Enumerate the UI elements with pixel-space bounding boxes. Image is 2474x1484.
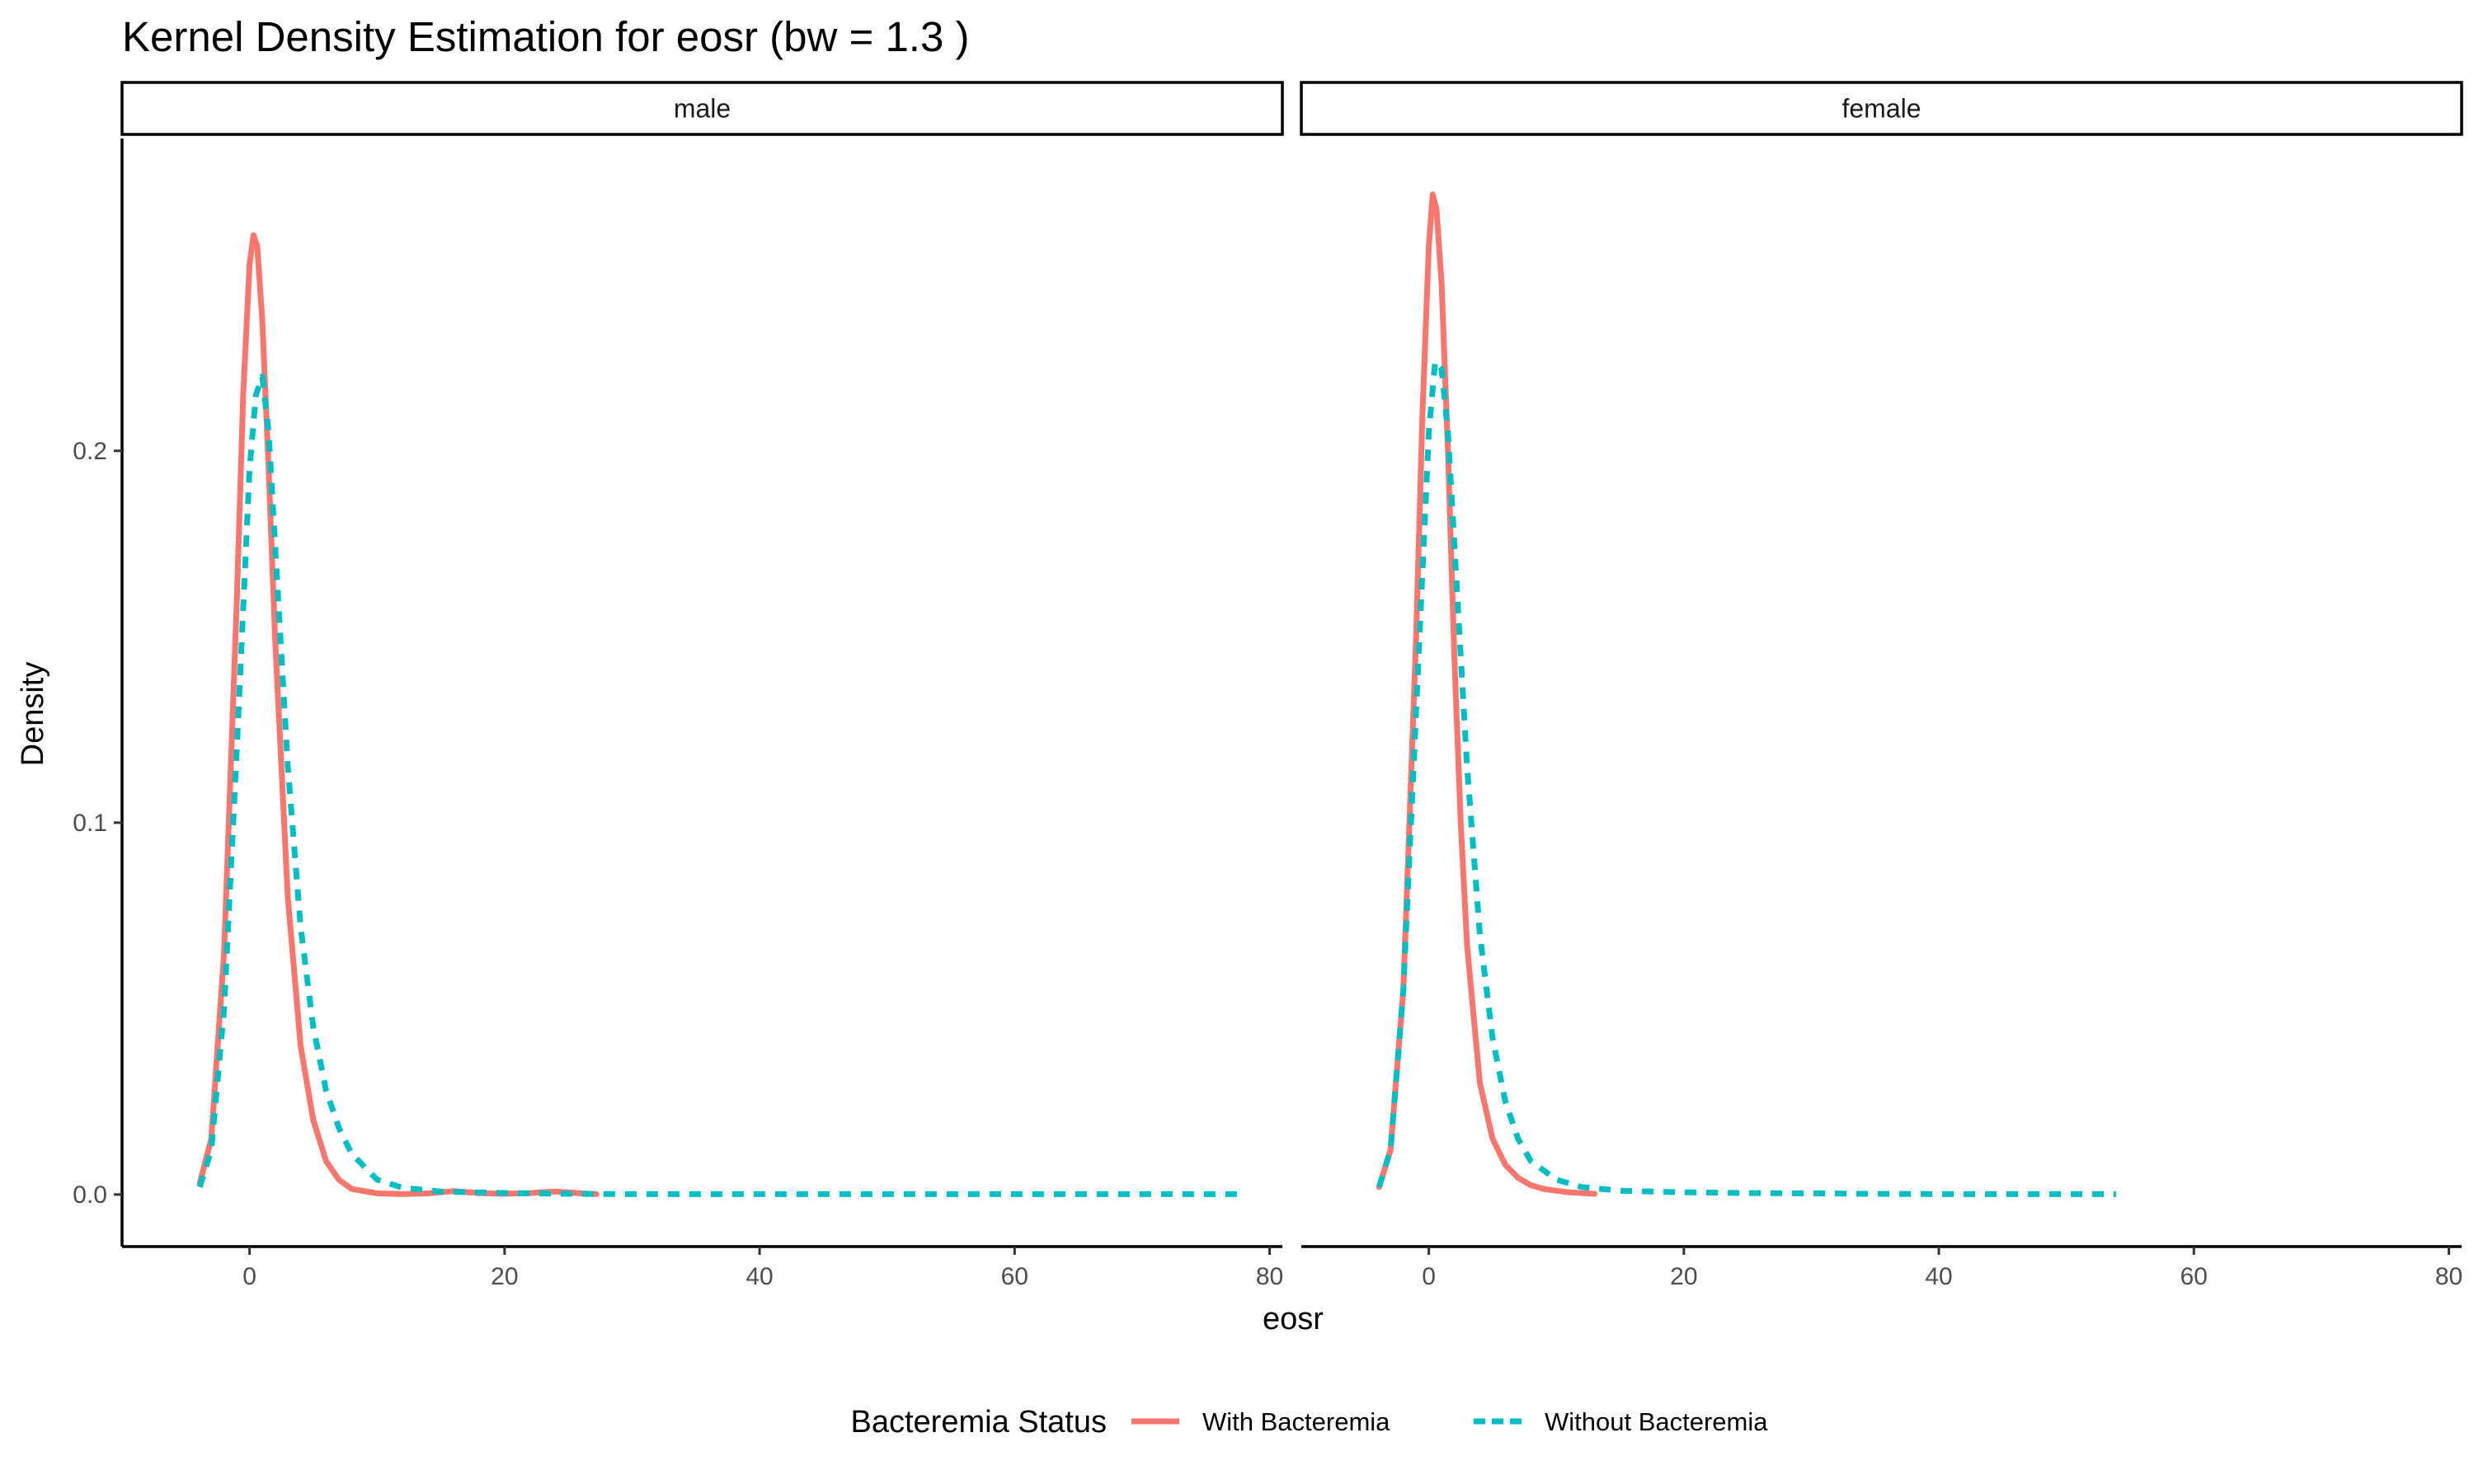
x-tick-label: 80 [1256, 1263, 1283, 1290]
x-tick-label: 20 [1670, 1263, 1697, 1290]
facet-strip-label: male [674, 94, 731, 124]
y-axis-title: Density [16, 662, 50, 767]
chart-title: Kernel Density Estimation for eosr (bw =… [122, 13, 970, 60]
y-tick-label: 0.1 [73, 810, 107, 837]
legend-entry: Without Bacteremia [1474, 1407, 1768, 1436]
facet-panel-female: female 0 20 40 60 80 [1300, 81, 2463, 1290]
y-tick-label: 0.2 [73, 438, 107, 465]
legend-label: Without Bacteremia [1545, 1407, 1768, 1436]
y-tick-label: 0.0 [73, 1181, 107, 1209]
x-tick-label: 40 [745, 1263, 773, 1290]
x-tick-label: 60 [1001, 1263, 1028, 1290]
x-tick-label: 40 [1925, 1263, 1952, 1290]
x-tick-label: 80 [2435, 1263, 2462, 1290]
x-axis-title: eosr [1263, 1302, 1324, 1336]
facet-strip-label: female [1841, 94, 1921, 124]
x-tick-label: 0 [242, 1263, 256, 1290]
legend: Bacteremia Status With Bacteremia Without… [851, 1405, 1769, 1439]
x-tick-label: 0 [1422, 1263, 1436, 1290]
series-line-without-bacteremia [1376, 359, 2116, 1197]
legend-entry: With Bacteremia [1131, 1407, 1390, 1436]
series-line-with-bacteremia [196, 232, 600, 1197]
series-line-with-bacteremia [1376, 191, 1598, 1197]
legend-label: With Bacteremia [1202, 1407, 1390, 1436]
facet-strip [1300, 81, 2463, 136]
facet-panel-male: male 0.0 0.1 0.2 0 20 40 60 80 [73, 81, 1284, 1290]
facet-strip [120, 81, 1284, 136]
facet-panels: male 0.0 0.1 0.2 0 20 40 60 80 female 0 20 40 60 80 [73, 81, 2463, 1290]
series-line-without-bacteremia [196, 373, 1238, 1197]
x-tick-label: 20 [491, 1263, 518, 1290]
legend-entries: With Bacteremia Without Bacteremia [1131, 1407, 1768, 1436]
x-tick-label: 60 [2180, 1263, 2208, 1290]
legend-title: Bacteremia Status [851, 1405, 1107, 1439]
